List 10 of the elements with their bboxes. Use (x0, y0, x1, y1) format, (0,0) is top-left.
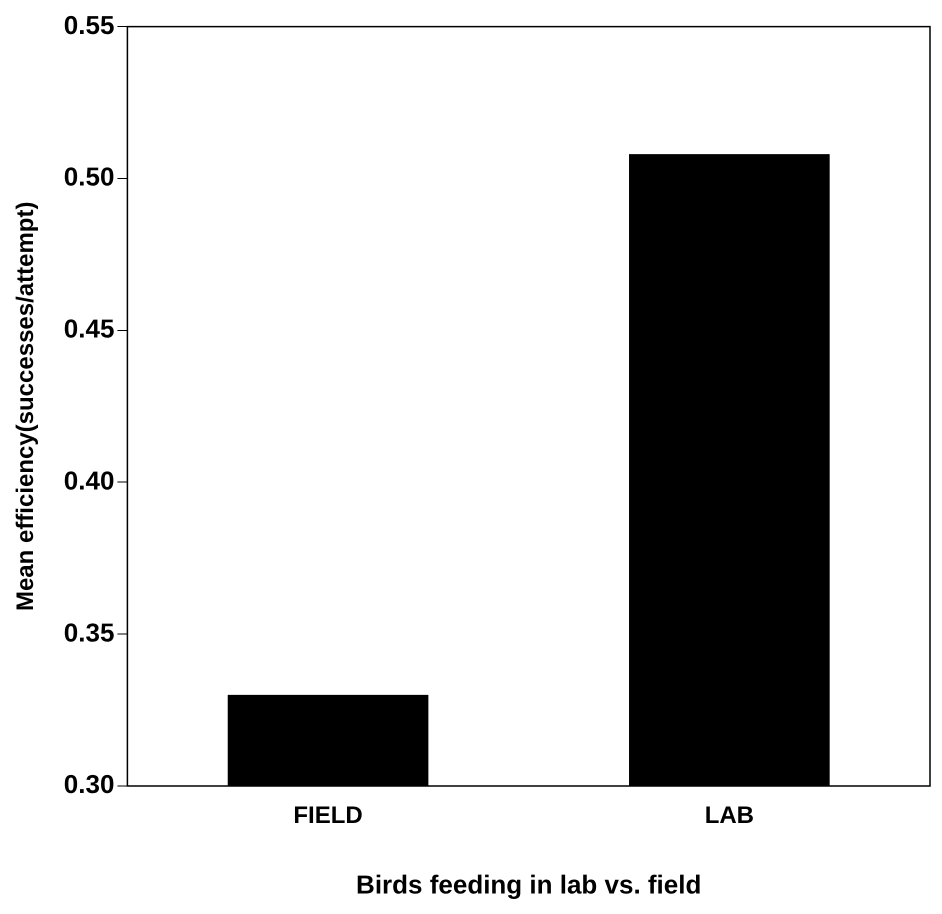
x-tick-label: FIELD (293, 802, 363, 830)
x-tick-label: LAB (704, 802, 754, 830)
y-tick-label: 0.30 (64, 769, 114, 800)
y-tick-label: 0.50 (64, 162, 114, 192)
x-axis-title: Birds feeding in lab vs. field (356, 870, 702, 900)
y-tick-label: 0.45 (64, 314, 114, 344)
y-tick-label: 0.55 (64, 10, 114, 40)
y-tick-label: 0.40 (64, 465, 114, 496)
y-tick-label: 0.35 (64, 617, 114, 648)
y-axis-title: Mean efficiency(successes/attempt) (12, 202, 40, 612)
